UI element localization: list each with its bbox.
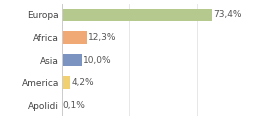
Bar: [62, 54, 82, 66]
Text: 12,3%: 12,3%: [88, 33, 116, 42]
Text: 10,0%: 10,0%: [83, 56, 112, 65]
Bar: [62, 9, 212, 21]
Text: 73,4%: 73,4%: [213, 10, 242, 19]
Bar: [62, 31, 87, 44]
Text: 0,1%: 0,1%: [63, 101, 86, 110]
Bar: [62, 76, 70, 89]
Text: 4,2%: 4,2%: [71, 78, 94, 87]
